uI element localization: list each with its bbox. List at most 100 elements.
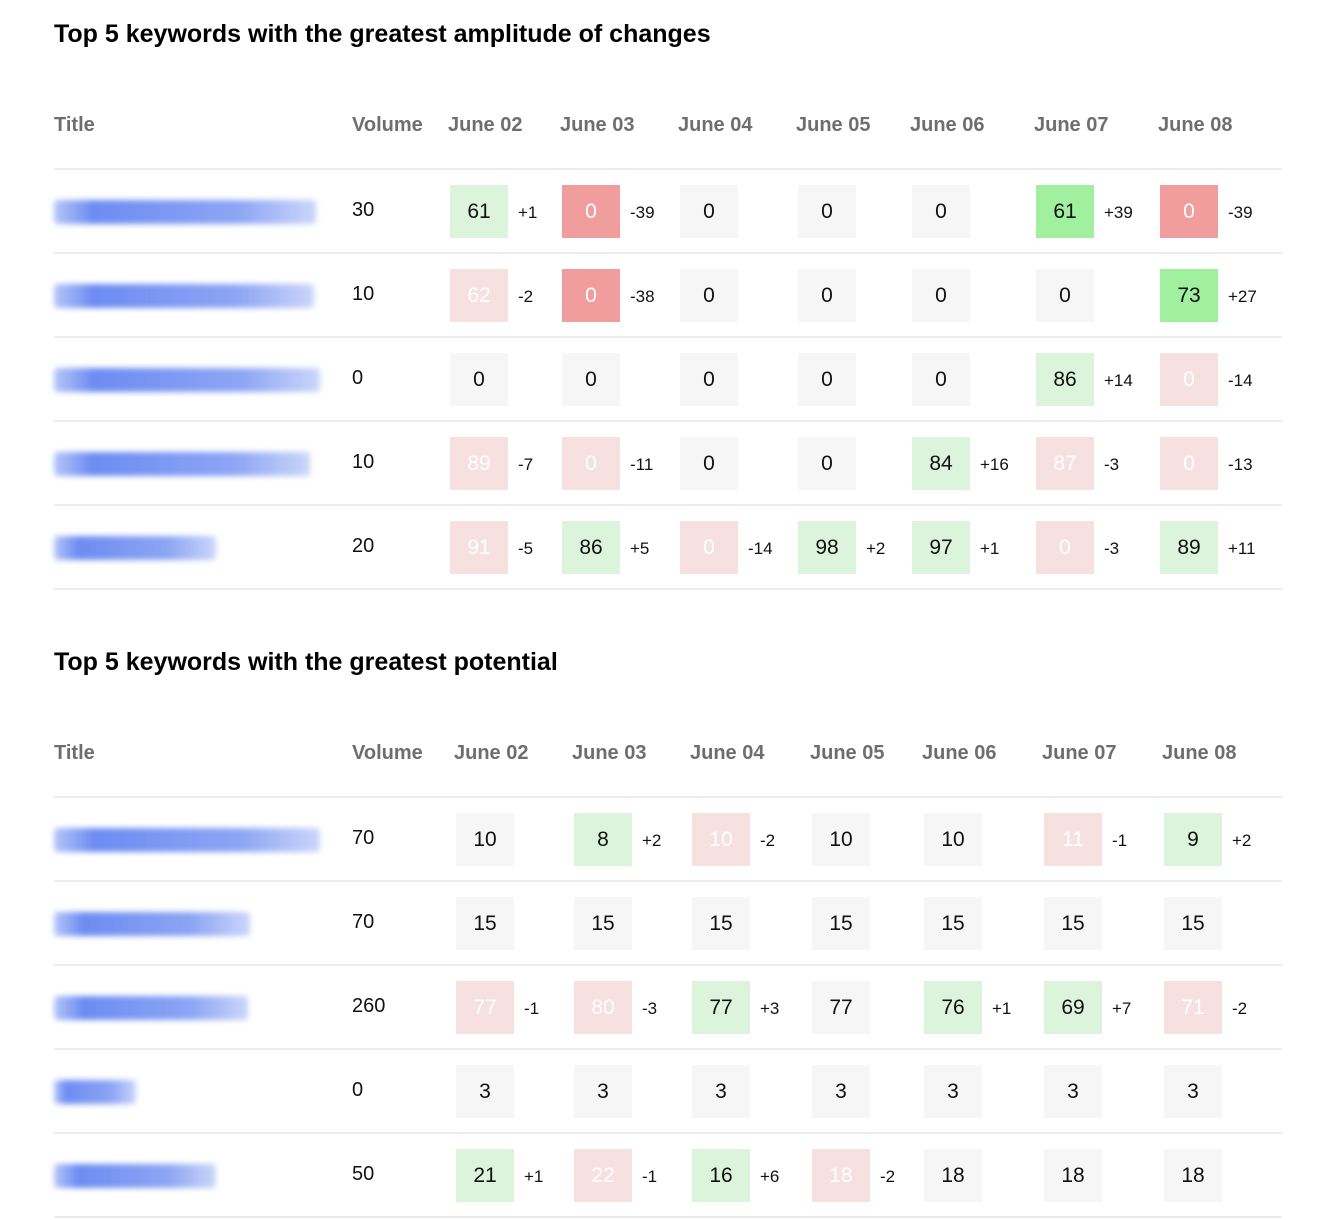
volume-value: 10 [352, 451, 375, 473]
column-header[interactable]: June 02 [448, 114, 523, 136]
position-cell: 62 [450, 269, 508, 322]
keyword-link[interactable]: обучение для hr [54, 536, 216, 560]
table-row: курсы по продажам 260 77 -1 80 -3 77 +3 77 76 +1 69… [54, 966, 1282, 1050]
position-cell: 86 [1036, 353, 1094, 406]
position-delta: -1 [642, 1167, 658, 1186]
column-header[interactable]: Volume [352, 742, 423, 764]
position-cell: 0 [562, 269, 620, 322]
row-divider [54, 964, 1282, 966]
table-row: онлайн обучение hr 70 15 15 15 15 15 15 15 [54, 882, 1282, 966]
position-cell: 77 [812, 981, 870, 1034]
position-cell: 18 [924, 1149, 982, 1202]
volume-value: 30 [352, 199, 375, 221]
column-header[interactable]: June 02 [454, 742, 529, 764]
column-header[interactable]: June 07 [1034, 114, 1109, 136]
position-delta: -14 [1228, 371, 1253, 390]
keyword-link[interactable]: курсы деловых перегово... [54, 828, 320, 852]
column-header[interactable]: Volume [352, 114, 423, 136]
table-row: обучение технике продаж 10 89 -7 0 -11 0 0 84 +16… [54, 422, 1282, 506]
row-divider [54, 252, 1282, 254]
position-delta: -2 [760, 831, 776, 850]
keyword-link[interactable]: курсы hr онлайн [54, 1164, 216, 1188]
position-cell: 3 [1164, 1065, 1222, 1118]
keyword-link[interactable]: обучение по подбору пе... [54, 200, 316, 224]
position-cell: 10 [692, 813, 750, 866]
position-cell: 98 [798, 521, 856, 574]
table-row: курсы деловых перегово... 70 10 8 +2 10 -2 10 10… [54, 798, 1282, 882]
position-cell: 15 [924, 897, 982, 950]
position-cell: 0 [798, 353, 856, 406]
row-divider [54, 1048, 1282, 1050]
position-cell: 0 [562, 353, 620, 406]
keyword-link[interactable]: курсы hr [54, 1080, 136, 1104]
keyword-table-section: Top 5 keywords with the greatest amplitu… [54, 18, 1282, 590]
table-row: курсы для hr специалист... 0 0 0 0 0 0 86 +14 0 -1… [54, 338, 1282, 422]
column-header[interactable]: June 06 [910, 114, 985, 136]
keyword-link[interactable]: курсы для hr специалист... [54, 368, 320, 392]
keyword-link[interactable]: курсы по продажам [54, 996, 248, 1020]
position-delta: +39 [1104, 203, 1133, 222]
keyword-link[interactable]: тендер менеджер обуче... [54, 284, 314, 308]
position-delta: -2 [1232, 999, 1248, 1018]
column-header[interactable]: June 03 [560, 114, 635, 136]
position-cell: 77 [456, 981, 514, 1034]
column-header[interactable]: June 06 [922, 742, 997, 764]
position-delta: +27 [1228, 287, 1257, 306]
row-divider [54, 420, 1282, 422]
column-header[interactable]: June 05 [810, 742, 885, 764]
position-delta: -14 [748, 539, 773, 558]
column-header[interactable]: June 05 [796, 114, 871, 136]
header-divider [54, 796, 1282, 798]
position-cell: 71 [1164, 981, 1222, 1034]
volume-value: 20 [352, 535, 375, 557]
volume-value: 0 [352, 1079, 364, 1101]
position-cell: 69 [1044, 981, 1102, 1034]
position-cell: 0 [680, 353, 738, 406]
column-header[interactable]: June 07 [1042, 742, 1117, 764]
column-header: Title [54, 742, 95, 764]
position-cell: 0 [1160, 185, 1218, 238]
position-cell: 3 [574, 1065, 632, 1118]
row-divider [54, 336, 1282, 338]
row-divider [54, 504, 1282, 506]
position-cell: 3 [456, 1065, 514, 1118]
keyword-link[interactable]: онлайн обучение hr [54, 912, 250, 936]
position-cell: 9 [1164, 813, 1222, 866]
volume-value: 260 [352, 995, 386, 1017]
position-delta: +1 [992, 999, 1012, 1018]
position-delta: -11 [630, 455, 654, 474]
column-header[interactable]: June 03 [572, 742, 647, 764]
position-cell: 0 [798, 185, 856, 238]
position-cell: 89 [450, 437, 508, 490]
position-delta: +1 [980, 539, 1000, 558]
column-header[interactable]: June 08 [1158, 114, 1233, 136]
position-delta: -39 [1228, 203, 1253, 222]
position-delta: +2 [1232, 831, 1252, 850]
column-header[interactable]: June 08 [1162, 742, 1237, 764]
position-cell: 0 [680, 521, 738, 574]
position-cell: 11 [1044, 813, 1102, 866]
position-delta: -1 [1112, 831, 1128, 850]
position-cell: 10 [924, 813, 982, 866]
position-cell: 3 [924, 1065, 982, 1118]
table-row: обучение для hr 20 91 -5 86 +5 0 -14 98 +2 97 +1 0 -3… [54, 506, 1282, 590]
column-header[interactable]: June 04 [678, 114, 753, 136]
position-delta: -3 [1104, 539, 1120, 558]
position-cell: 84 [912, 437, 970, 490]
table-row: курсы hr 0 3 3 3 3 3 3 3 [54, 1050, 1282, 1134]
position-cell: 0 [450, 353, 508, 406]
position-cell: 16 [692, 1149, 750, 1202]
position-cell: 77 [692, 981, 750, 1034]
position-delta: -7 [518, 455, 534, 474]
position-delta: -38 [630, 287, 655, 306]
position-delta: +11 [1228, 539, 1256, 558]
position-cell: 97 [912, 521, 970, 574]
column-header[interactable]: June 04 [690, 742, 765, 764]
position-delta: -39 [630, 203, 655, 222]
position-cell: 0 [912, 353, 970, 406]
table-row: курсы hr онлайн 50 21 +1 22 -1 16 +6 18 -2 18 18 18 [54, 1134, 1282, 1218]
keyword-link[interactable]: обучение технике продаж [54, 452, 310, 476]
position-cell: 15 [456, 897, 514, 950]
position-cell: 0 [912, 185, 970, 238]
position-delta: -5 [518, 539, 534, 558]
